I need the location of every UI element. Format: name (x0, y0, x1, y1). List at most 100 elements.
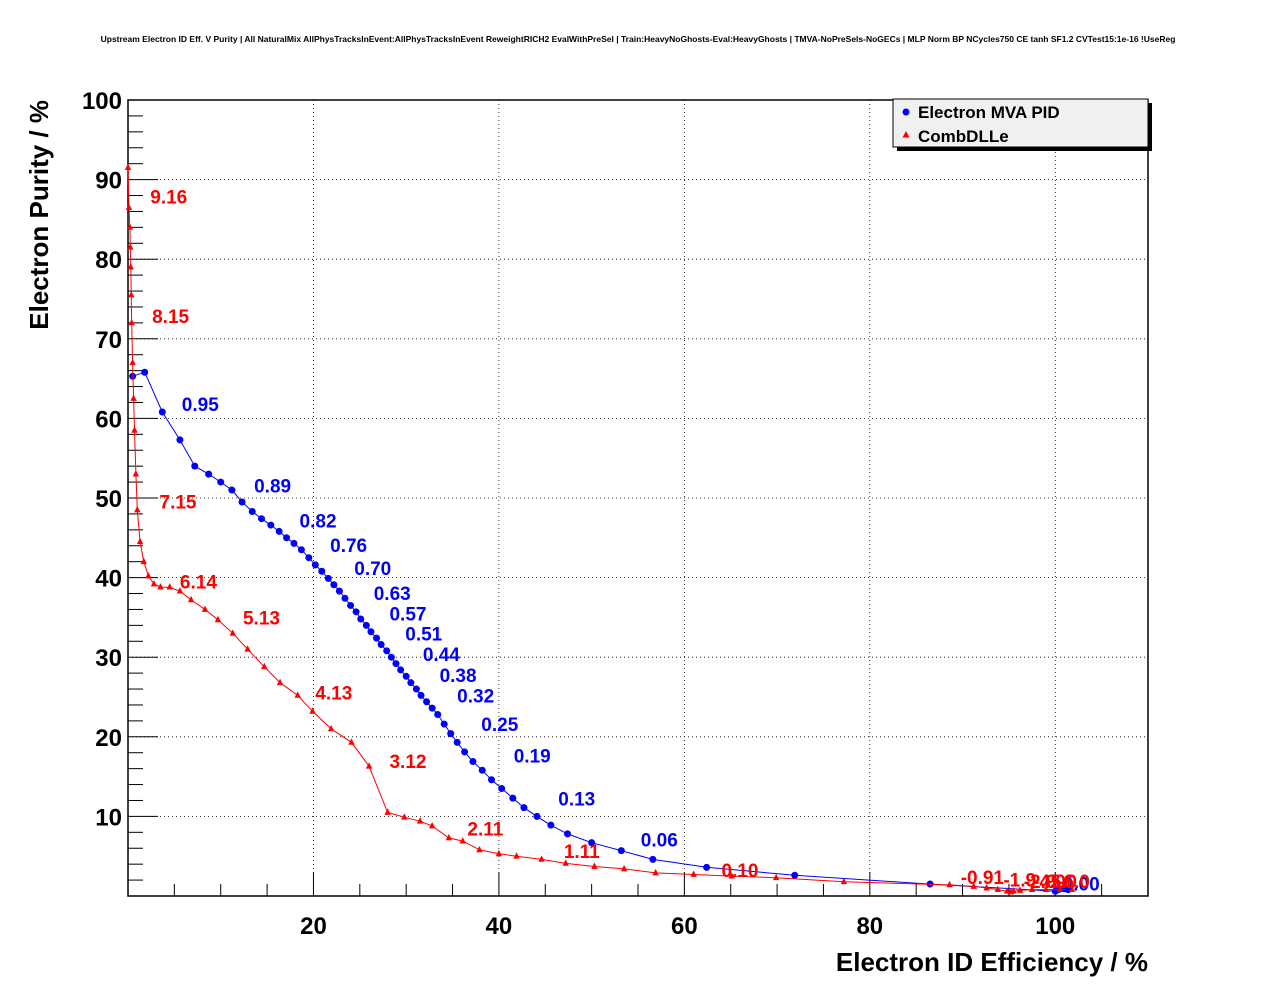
axis-tick-labels: 20 40 60 80 100 10 20 30 40 50 60 70 80 90 100 (82, 88, 1075, 940)
data-point (267, 521, 275, 529)
data-point (440, 720, 448, 728)
data-point (620, 864, 628, 872)
data-point (652, 868, 659, 876)
legend-label-mva: Electron MVA PID (918, 103, 1060, 122)
legend: Electron MVA PID CombDLLe (892, 98, 1152, 151)
threshold-label: 0.51 (405, 624, 442, 645)
data-point (469, 757, 477, 765)
data-point (397, 666, 405, 674)
data-point (428, 704, 436, 712)
data-point (157, 583, 164, 590)
data-point (238, 498, 246, 506)
data-point (946, 880, 953, 888)
data-point (994, 885, 1001, 893)
y-tick-label: 20 (95, 725, 122, 752)
series-mva (129, 368, 1072, 895)
series-line (127, 167, 1072, 893)
threshold-label: -2.9 (1024, 872, 1057, 893)
data-point (141, 368, 149, 376)
legend-marker-mva-circle-icon (902, 108, 910, 116)
threshold-label: 0.06 (641, 831, 678, 852)
data-point (130, 394, 137, 401)
x-axis-title: Electron ID Efficiency / % (836, 947, 1148, 977)
data-point (229, 629, 236, 636)
data-point (1042, 885, 1050, 893)
data-point (187, 595, 195, 603)
data-point (347, 601, 355, 609)
y-tick-label: 70 (95, 327, 122, 354)
threshold-label: 8.15 (152, 307, 189, 328)
data-point (1068, 885, 1076, 893)
data-point (201, 605, 209, 612)
threshold-label: 5.13 (243, 609, 280, 630)
data-point (261, 662, 268, 670)
data-point (447, 730, 455, 738)
series-line (132, 371, 1069, 892)
threshold-label: 9.16 (150, 187, 187, 208)
x-tick-label: 100 (1035, 913, 1075, 940)
data-point (392, 660, 400, 668)
data-point (145, 572, 152, 579)
legend-marker-dll-triangle-icon (902, 131, 910, 138)
data-point (275, 527, 283, 535)
grid (128, 100, 1148, 896)
data-point (205, 470, 213, 478)
data-point (373, 634, 381, 642)
x-tick-label: 80 (856, 913, 883, 940)
data-point (341, 594, 349, 602)
data-point (297, 546, 305, 554)
data-point (445, 833, 453, 841)
data-point (1010, 887, 1017, 894)
threshold-label: 0.13 (558, 789, 595, 810)
data-point (1056, 885, 1064, 893)
threshold-label: 1.11 (564, 842, 600, 863)
data-point (309, 707, 316, 714)
data-point (690, 870, 697, 877)
series (124, 163, 1076, 895)
data-point (383, 647, 391, 655)
data-point (703, 863, 711, 871)
y-tick-label: 30 (95, 645, 122, 672)
data-point (495, 849, 503, 857)
data-point (258, 515, 266, 523)
data-point (591, 862, 598, 869)
data-point (335, 587, 343, 595)
threshold-label: 0.57 (389, 605, 426, 626)
data-point (132, 470, 140, 477)
threshold-label: 0.82 (300, 511, 337, 532)
data-point (357, 615, 365, 623)
data-point (407, 679, 415, 687)
data-point (1016, 886, 1024, 893)
data-point (533, 812, 541, 820)
threshold-label: 0.32 (457, 687, 494, 708)
threshold-label: 3.12 (389, 752, 426, 773)
data-point (305, 554, 313, 562)
y-tick-label: 100 (82, 88, 122, 115)
legend-box (892, 98, 1149, 148)
threshold-label: 4.13 (315, 683, 352, 704)
threshold-label: 0.95 (182, 395, 219, 416)
data-point (459, 837, 466, 844)
x-tick-label: 40 (486, 913, 513, 940)
data-point (124, 163, 132, 171)
threshold-label: 0.70 (354, 559, 391, 580)
data-point (649, 855, 657, 863)
data-point (158, 408, 166, 416)
threshold-label: 2.11 (467, 820, 503, 841)
threshold-label: 6.14 (180, 573, 217, 594)
data-point (327, 724, 335, 732)
data-point (228, 486, 236, 494)
data-point (428, 821, 436, 829)
legend-label-dll: CombDLLe (918, 127, 1009, 146)
data-point (176, 436, 184, 444)
data-point (461, 748, 469, 756)
data-point (294, 691, 301, 698)
data-point (384, 808, 391, 815)
data-point (129, 358, 136, 366)
data-point (520, 804, 528, 812)
threshold-label: 0.44 (423, 645, 460, 666)
data-point (324, 574, 332, 582)
threshold-label: -6.0 (1057, 872, 1090, 893)
threshold-label: -0.91 (961, 868, 1005, 889)
